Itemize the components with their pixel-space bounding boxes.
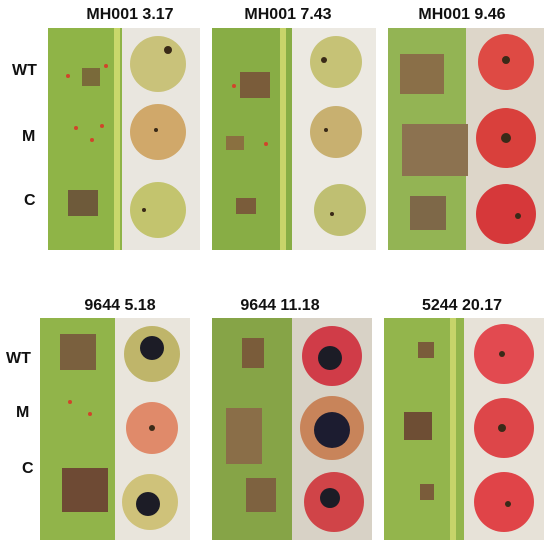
photo-panel-4 [40, 318, 190, 540]
row-label-m-top: M [22, 128, 36, 145]
panel-title-2: MH001 7.43 [244, 6, 332, 23]
panel-title-1: MH001 3.17 [86, 6, 174, 23]
panel-title-3: MH001 9.46 [418, 6, 506, 23]
row-label-c-top: C [24, 192, 36, 209]
row-label-c-bottom: C [22, 460, 34, 477]
row-label-wt-bottom: WT [6, 350, 31, 367]
panel-title-4: 9644 5.18 [84, 297, 156, 314]
photo-panel-3 [388, 28, 544, 250]
photo-panel-5 [212, 318, 372, 540]
row-label-wt-top: WT [12, 62, 37, 79]
photo-panel-1 [48, 28, 200, 250]
photo-panel-6 [384, 318, 544, 540]
photo-panel-2 [212, 28, 376, 250]
panel-title-5: 9644 11.18 [240, 297, 320, 314]
row-label-m-bottom: M [16, 404, 30, 421]
panel-title-6: 5244 20.17 [421, 297, 503, 314]
